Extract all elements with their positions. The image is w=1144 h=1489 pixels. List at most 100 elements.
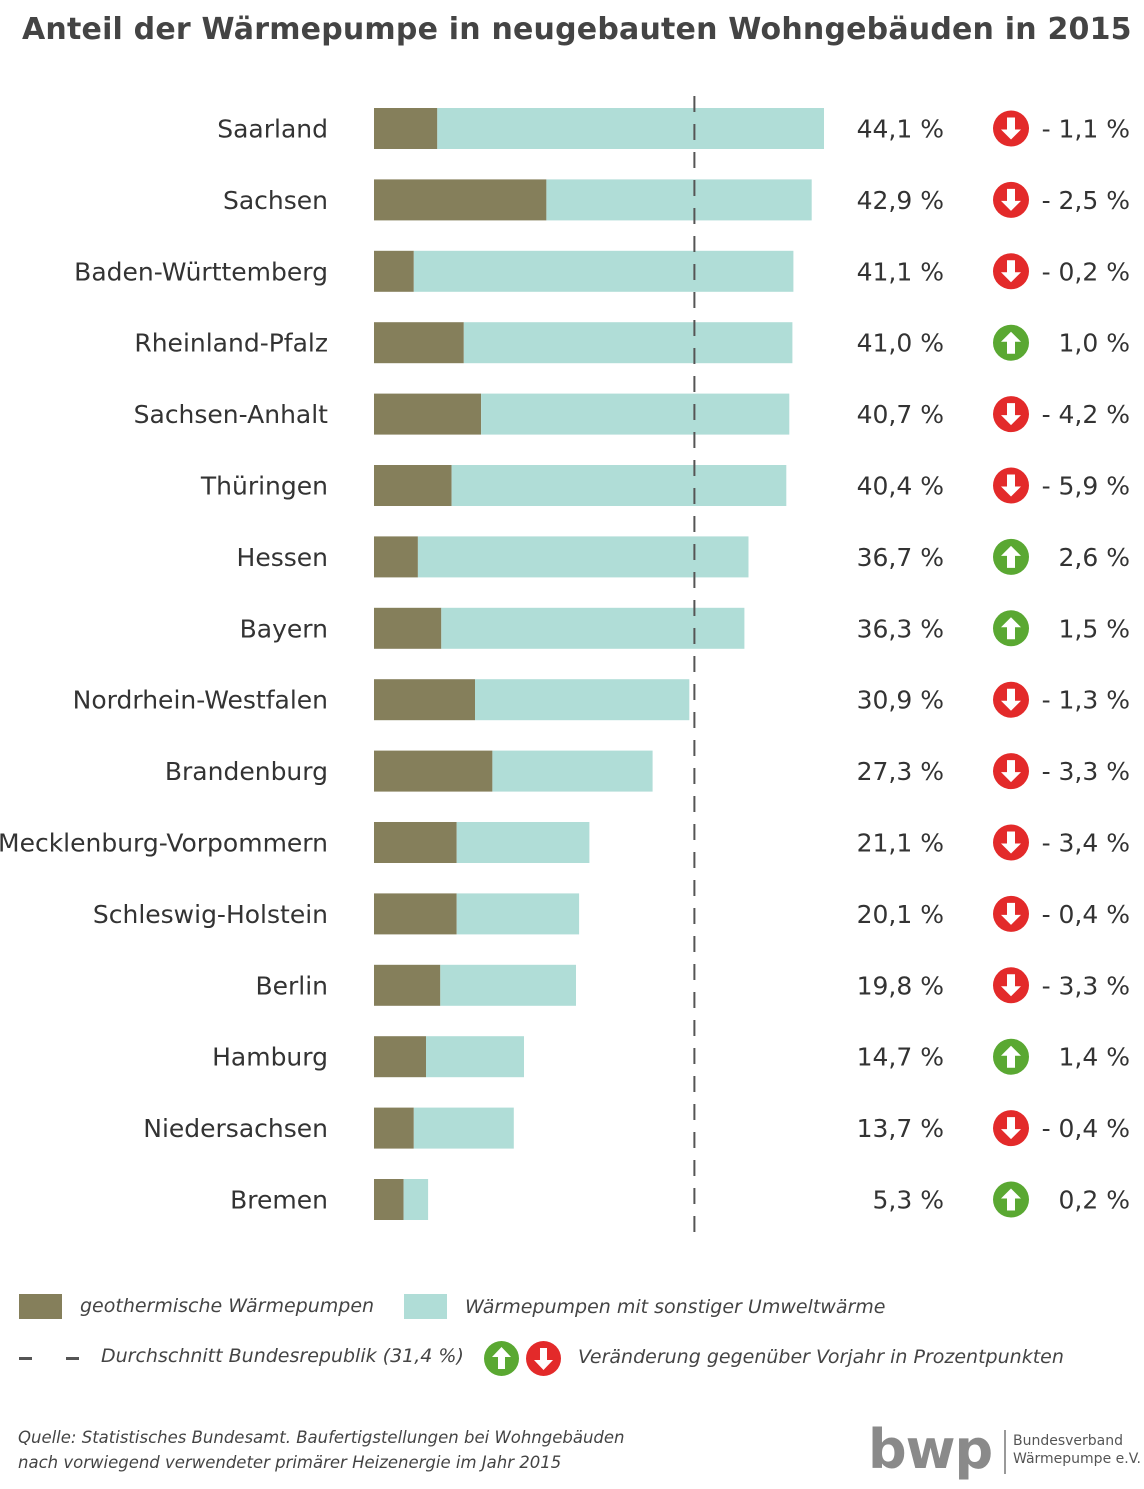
logo-divider [1004,1430,1006,1474]
bar-geothermal [374,750,493,792]
arrow-down-glyph [1001,1117,1021,1140]
total-label: 44,1 % [857,115,944,144]
total-label: 19,8 % [857,971,944,1000]
bar-other [437,108,824,149]
arrow-up-glyph [1001,1045,1021,1068]
total-label: 5,3 % [873,1186,944,1215]
legend-label-change: Veränderung gegenüber Vorjahr in Prozent… [578,1346,1064,1368]
legend-label-other: Wärmepumpen mit sonstiger Umweltwärme [465,1296,886,1318]
arrow-down-glyph [1001,688,1021,711]
category-label: Brandenburg [165,757,328,786]
total-label: 42,9 % [857,186,944,215]
category-label: Rheinland-Pfalz [134,329,328,358]
bar-geothermal [374,1036,426,1078]
source-note: Quelle: Statistisches Bundesamt. Baufert… [18,1425,625,1475]
arrow-down-glyph [1001,260,1021,283]
arrow-down-glyph [1001,117,1021,140]
total-label: 13,7 % [857,1114,944,1143]
bar-geothermal [374,1107,414,1149]
legend-average-dash [66,1357,79,1360]
total-label: 36,7 % [857,543,944,572]
change-label: 1,0 % [1059,329,1130,358]
change-label: 0,2 % [1059,1186,1130,1215]
arrow-down-glyph [1001,974,1021,997]
change-label: - 3,4 % [1042,829,1130,858]
category-label: Sachsen-Anhalt [134,400,329,429]
change-label: - 4,2 % [1042,400,1130,429]
total-label: 36,3 % [857,614,944,643]
change-label: - 5,9 % [1042,472,1130,501]
arrow-down-glyph [1001,403,1021,426]
arrow-up-glyph [1001,1188,1021,1211]
total-label: 14,7 % [857,1043,944,1072]
category-label: Niedersachsen [143,1114,328,1143]
change-label: - 1,3 % [1042,686,1130,715]
change-label: - 0,4 % [1042,900,1130,929]
bar-geothermal [374,893,457,935]
legend-label-average: Durchschnitt Bundesrepublik (31,4 %) [101,1345,464,1367]
legend-average-dash [19,1357,32,1360]
category-label: Hamburg [212,1043,328,1072]
change-label: - 2,5 % [1042,186,1130,215]
bwp-logo: bwp [868,1418,993,1481]
change-label: - 1,1 % [1042,115,1130,144]
bar-geothermal [374,250,414,292]
bar-geothermal [374,179,547,221]
category-label: Bremen [230,1186,328,1215]
bar-geothermal [374,964,441,1006]
total-label: 30,9 % [857,686,944,715]
arrow-down-icon [526,1341,561,1376]
category-label: Hessen [237,543,328,572]
bar-geothermal [374,1179,404,1220]
bar-other [451,465,787,506]
bar-geothermal [374,607,442,649]
change-label: 1,4 % [1059,1043,1130,1072]
logo-organization-name: Bundesverband Wärmepumpe e.V. [1013,1432,1141,1468]
source-line-2: nach vorwiegend verwendeter primärer Hei… [18,1453,562,1472]
arrow-up-glyph [1001,617,1021,640]
category-label: Bayern [240,614,328,643]
total-label: 20,1 % [857,900,944,929]
category-label: Mecklenburg-Vorpommern [0,829,328,858]
bar-geothermal [374,822,457,863]
bar-chart: Saarland 44,1 % - 1,1 % Sachsen 42,9 % - 2,5 … [0,96,1130,1232]
total-label: 40,7 % [857,400,944,429]
bar-other [413,1107,514,1149]
category-label: Sachsen [223,186,328,215]
arrow-down-glyph [1001,831,1021,854]
bar-geothermal [374,536,418,578]
bar-other [440,964,576,1006]
source-line-1: Quelle: Statistisches Bundesamt. Baufert… [18,1428,625,1447]
change-label: - 3,3 % [1042,757,1130,786]
bar-other [417,536,749,578]
category-label: Baden-Württemberg [74,257,328,286]
change-label: - 0,2 % [1042,257,1130,286]
bar-geothermal [374,108,438,149]
change-label: 1,5 % [1059,614,1130,643]
total-label: 21,1 % [857,829,944,858]
change-label: - 0,4 % [1042,1114,1130,1143]
change-label: 2,6 % [1059,543,1130,572]
total-label: 40,4 % [857,472,944,501]
bar-other [481,393,790,435]
legend-label-geothermal: geothermische Wärmepumpen [80,1295,375,1317]
bar-other [403,1179,429,1220]
bar-other [546,179,812,221]
bar-other [456,822,590,863]
logo-name-line-2: Wärmepumpe e.V. [1013,1451,1141,1467]
bar-other [426,1036,524,1078]
category-label: Nordrhein-Westfalen [73,686,328,715]
category-label: Schleswig-Holstein [93,900,328,929]
category-label: Berlin [255,971,328,1000]
arrow-down-glyph [1001,760,1021,783]
total-label: 27,3 % [857,757,944,786]
bar-geothermal [374,465,452,506]
chart-title: Anteil der Wärmepumpe in neugebauten Woh… [22,12,1132,47]
category-label: Thüringen [200,472,328,501]
total-label: 41,0 % [857,329,944,358]
arrow-down-glyph [1001,474,1021,497]
change-label: - 3,3 % [1042,971,1130,1000]
bar-other [456,893,580,935]
category-label: Saarland [217,115,328,144]
total-label: 41,1 % [857,257,944,286]
